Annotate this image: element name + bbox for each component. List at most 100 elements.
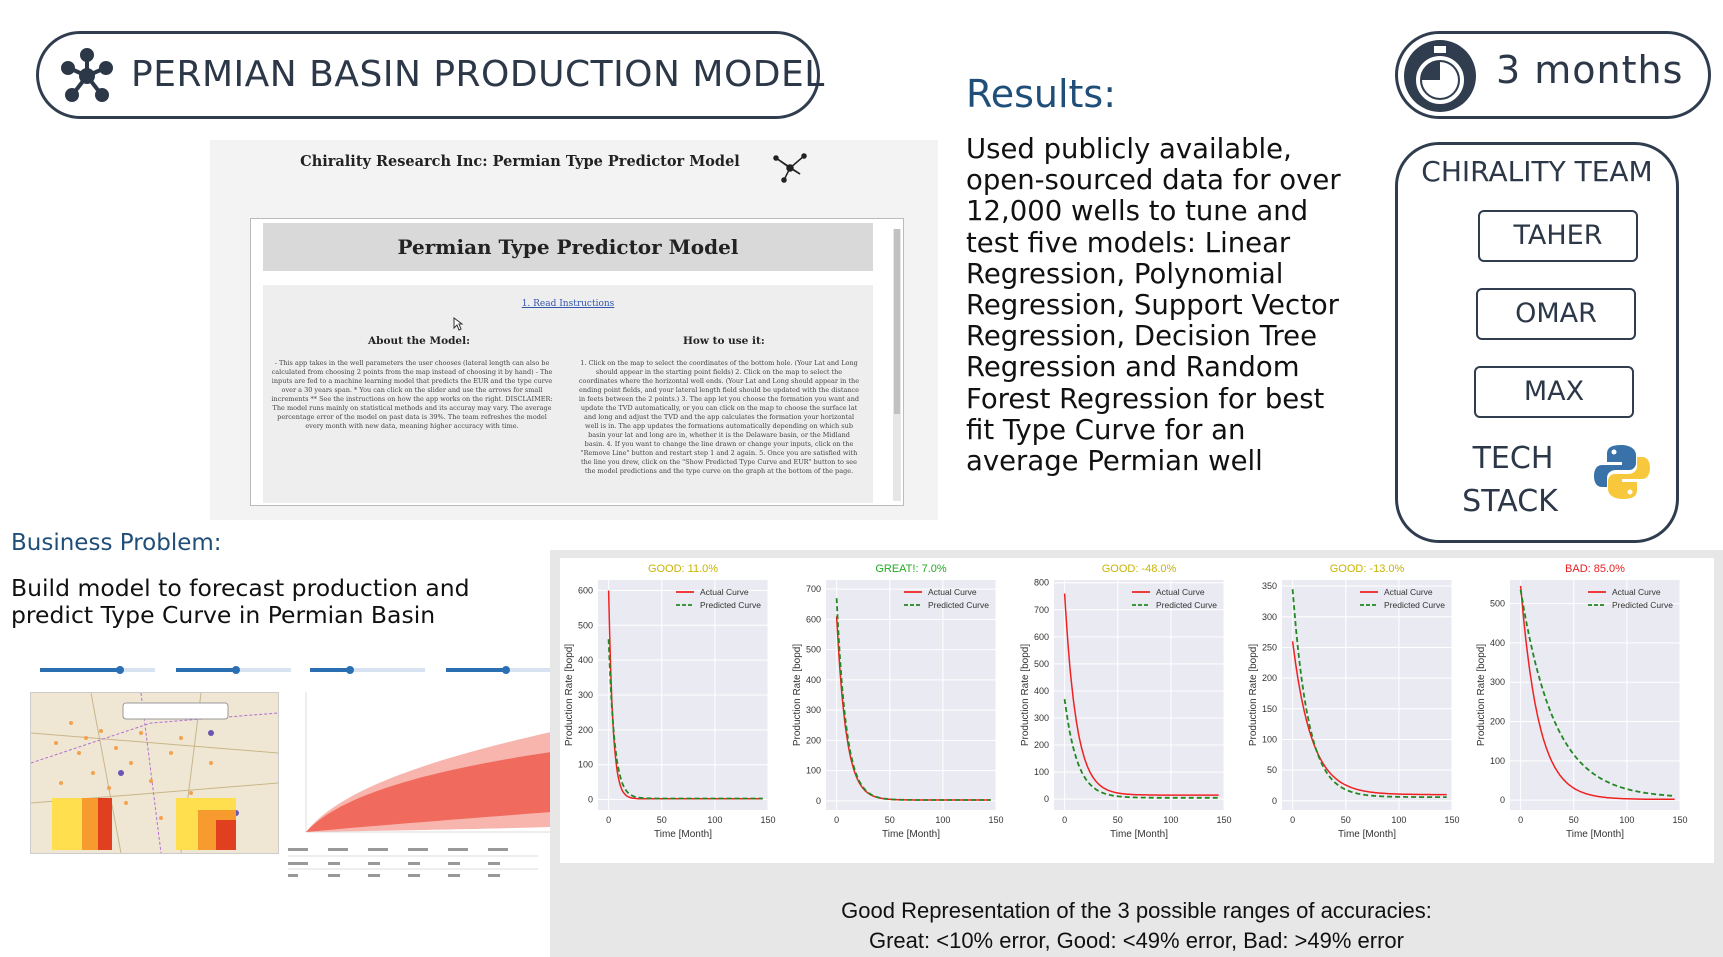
cursor-icon (453, 317, 463, 331)
about-text: - This app takes in the well parameters … (271, 359, 553, 430)
y-axis-label: Production Rate [bopd] (1248, 644, 1259, 747)
y-axis-label: Production Rate [bopd] (792, 644, 803, 747)
y-tick-label: 400 (578, 655, 593, 665)
y-tick-label: 600 (806, 614, 821, 624)
legend-label: Actual Curve (700, 587, 749, 597)
y-tick-label: 600 (1034, 632, 1049, 642)
y-tick-label: 0 (1272, 796, 1277, 806)
y-tick-label: 100 (1262, 734, 1277, 744)
network-icon (61, 48, 113, 102)
chart-3: 0 50 100 150 200 250 300 350 0 50 100 150 GOOD: -13.… (1248, 563, 1460, 840)
y-tick-label: 0 (1044, 794, 1049, 804)
chart-title: GREAT!: 7.0% (875, 563, 947, 575)
x-tick-label: 0 (1062, 815, 1067, 825)
y-tick-label: 300 (806, 705, 821, 715)
x-tick-label: 0 (606, 815, 611, 825)
y-tick-label: 100 (806, 766, 821, 776)
stopwatch-icon (1404, 40, 1476, 112)
y-tick-label: 300 (578, 690, 593, 700)
plot-background (826, 580, 996, 810)
legend-label: Actual Curve (1612, 587, 1661, 597)
x-tick-label: 0 (1290, 815, 1295, 825)
tech-label-line1: TECH (1472, 441, 1554, 476)
team-box: CHIRALITY TEAM TAHER OMAR MAX TECH STACK (1395, 142, 1679, 543)
results-text: Used publicly available, open-sourced da… (966, 133, 1341, 478)
title-banner: PERMIAN BASIN PRODUCTION MODEL (36, 31, 824, 119)
chart-title: GOOD: -48.0% (1102, 563, 1177, 575)
series-line-0 (1291, 641, 1447, 796)
business-heading: Business Problem: (11, 530, 222, 556)
y-tick-label: 100 (578, 760, 593, 770)
x-tick-label: 100 (707, 815, 722, 825)
results-heading: Results: (966, 72, 1117, 116)
howto-title: How to use it: (683, 335, 765, 347)
x-axis-label: Time [Month] (1566, 829, 1624, 840)
app-title: Chirality Research Inc: Permian Type Pre… (300, 153, 740, 170)
legend-label: Predicted Curve (928, 600, 989, 610)
y-tick-label: 700 (806, 584, 821, 594)
y-tick-label: 50 (1267, 765, 1277, 775)
app-frame: Permian Type Predictor Model 1. Read Ins… (250, 218, 904, 506)
legend-label: Actual Curve (1384, 587, 1433, 597)
legend-label: Actual Curve (928, 587, 977, 597)
y-tick-label: 500 (806, 645, 821, 655)
series-line-1 (835, 598, 991, 801)
duration-text: 3 months (1496, 48, 1684, 92)
y-axis-label: Production Rate [bopd] (1476, 644, 1487, 747)
plot-background (1054, 580, 1224, 810)
legend-label: Predicted Curve (1612, 600, 1673, 610)
y-tick-label: 300 (1262, 612, 1277, 622)
business-text: Build model to forecast production and p… (11, 574, 470, 629)
x-tick-label: 150 (1444, 815, 1459, 825)
series-line-1 (1519, 589, 1675, 797)
x-tick-label: 150 (1672, 815, 1687, 825)
y-tick-label: 300 (1034, 713, 1049, 723)
series-line-1 (1291, 589, 1447, 798)
x-tick-label: 50 (885, 815, 895, 825)
chart-2: 0 100 200 300 400 500 600 700 800 0 50 100 150 GOOD: … (1020, 563, 1232, 840)
y-tick-label: 600 (578, 585, 593, 595)
x-axis-label: Time [Month] (882, 829, 940, 840)
app-scrollbar[interactable] (893, 229, 901, 501)
chart-title: BAD: 85.0% (1565, 563, 1625, 575)
y-tick-label: 0 (1500, 795, 1505, 805)
x-tick-label: 150 (988, 815, 1003, 825)
x-tick-label: 150 (1216, 815, 1231, 825)
legend-label: Predicted Curve (1156, 600, 1217, 610)
x-tick-label: 50 (657, 815, 667, 825)
y-tick-label: 500 (1490, 599, 1505, 609)
series-line-1 (607, 639, 763, 800)
y-tick-label: 200 (1034, 740, 1049, 750)
page-title: PERMIAN BASIN PRODUCTION MODEL (131, 54, 825, 95)
summary-table-thumbnail (288, 848, 538, 877)
legend-label: Actual Curve (1156, 587, 1205, 597)
y-tick-label: 200 (1490, 717, 1505, 727)
duration-banner: 3 months (1395, 31, 1711, 119)
y-tick-label: 200 (806, 735, 821, 745)
y-tick-label: 500 (578, 620, 593, 630)
y-tick-label: 400 (806, 675, 821, 685)
chirality-logo-icon (773, 153, 807, 183)
howto-text: 1. Click on the map to select the coordi… (578, 359, 860, 475)
chart-1: 0 100 200 300 400 500 600 700 0 50 100 150 GREAT!: 7… (792, 563, 1004, 840)
y-tick-label: 200 (1262, 673, 1277, 683)
wells-map (30, 692, 279, 854)
chart-4: 0 100 200 300 400 500 0 50 100 150 BAD: 85.0% Time … (1476, 563, 1688, 840)
chart-area: 0 100 200 300 400 500 600 0 50 100 150 GOOD: 11.0% T… (560, 558, 1714, 863)
member-omar: OMAR (1476, 288, 1636, 340)
slider-controls (40, 666, 551, 674)
y-tick-label: 150 (1262, 704, 1277, 714)
x-tick-label: 100 (1619, 815, 1634, 825)
dashboard-thumbnail (8, 650, 551, 957)
type-curves-thumbnail (305, 692, 551, 833)
instructions-link[interactable]: 1. Read Instructions (521, 299, 615, 309)
heatmaps-thumbnail (52, 798, 236, 850)
chart-title: GOOD: -13.0% (1330, 563, 1405, 575)
y-tick-label: 400 (1034, 686, 1049, 696)
x-axis-label: Time [Month] (1110, 829, 1168, 840)
y-tick-label: 0 (816, 796, 821, 806)
app-screenshot: Chirality Research Inc: Permian Type Pre… (210, 140, 938, 520)
plot-background (1510, 580, 1680, 810)
y-tick-label: 250 (1262, 642, 1277, 652)
